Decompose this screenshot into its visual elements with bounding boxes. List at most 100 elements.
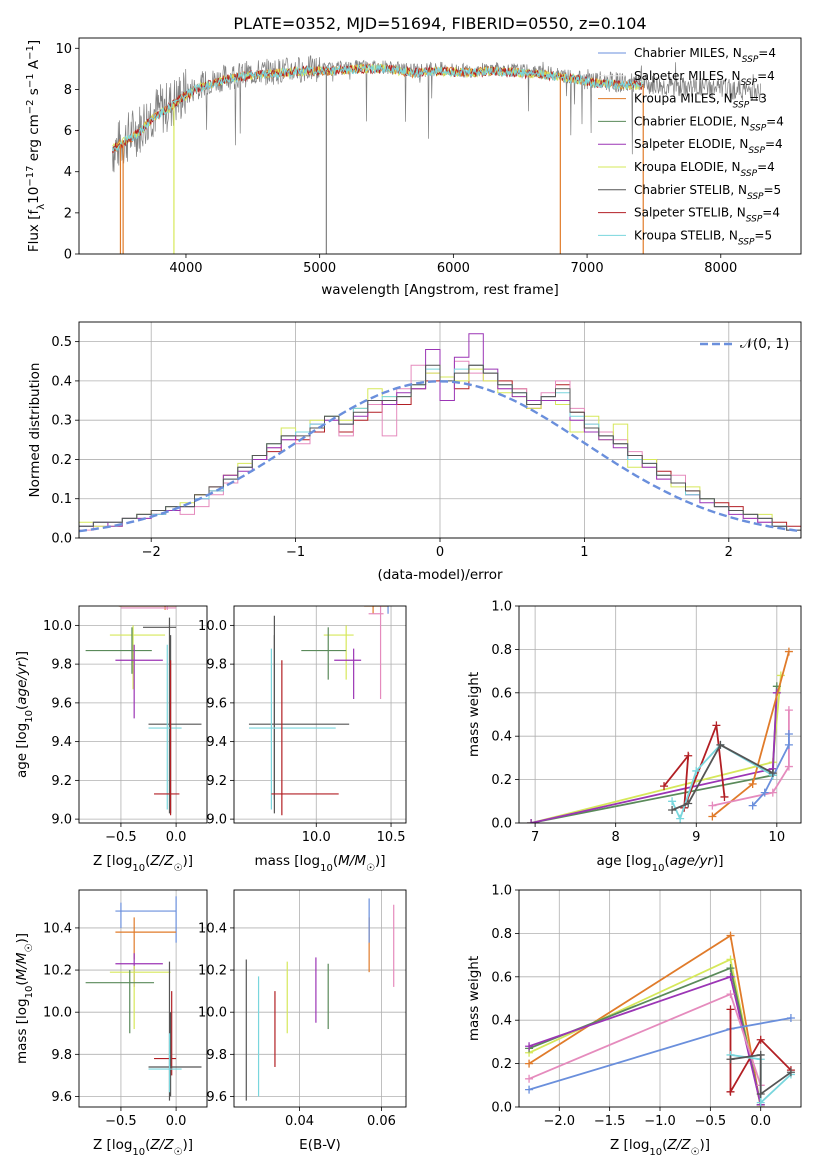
weight-marker [726, 1055, 735, 1064]
figure-title: PLATE=0352, MJD=51694, FIBERID=0550, z=0… [233, 14, 646, 33]
weight-marker [784, 762, 793, 771]
y-tick-label: 0.2 [51, 453, 72, 468]
model-spectrum [111, 63, 644, 152]
y-tick-label: 1.0 [491, 600, 512, 615]
spectrum-legend: Chabrier MILES, NSSP=4 Salpeter MILES, NS… [598, 46, 784, 247]
x-tick-label: 9 [692, 830, 700, 845]
x-tick-label: 0.06 [367, 1114, 396, 1129]
y-axis-label: mass weight [466, 956, 482, 1041]
weight-marker [692, 766, 701, 775]
x-axis-label: E(B-V) [299, 1137, 341, 1153]
weight-marker [726, 964, 735, 973]
panel-mass_vs_Z: −0.5 0.0 9.6 9.8 10.0 10.2 10.4 Z [log10(Z/Z☉)]… [14, 889, 208, 1158]
x-axis-label: Z [log10(Z/Z☉)] [93, 853, 193, 874]
x-axis-label: mass [log10(M/M☉)] [254, 853, 385, 874]
weight-marker [708, 812, 717, 821]
error-bars [85, 606, 202, 816]
y-tick-label: 2 [64, 206, 72, 221]
y-tick-label: 8 [64, 83, 72, 98]
panel-mass_vs_ebv: 0.04 0.06 9.6 9.8 10.0 10.2 10.4 E(B-V) [198, 889, 407, 1153]
x-axis-label: wavelength [Angstrom, rest frame] [321, 282, 559, 298]
error-bars [245, 898, 395, 1101]
y-tick-label: 9.2 [51, 774, 72, 789]
y-tick-label: 1.0 [491, 884, 512, 899]
legend-entry: Kroupa MILES, NSSP=3 [634, 92, 767, 111]
x-axis-label: Z [log10(Z/Z☉)] [93, 1137, 193, 1158]
y-tick-label: 9.6 [206, 696, 227, 711]
weight-marker [720, 792, 729, 801]
y-tick-label: 10.0 [198, 1006, 227, 1021]
x-tick-label: −2 [142, 545, 161, 560]
y-tick-label: 9.8 [206, 658, 227, 673]
x-axis-label: age [log10(age/yr)] [596, 853, 723, 874]
panel-age_vs_Z: −0.5 0.0 9.0 9.2 9.4 9.6 9.8 10.0 Z [log10(Z/Z☉)… [14, 605, 208, 874]
weight-marker [760, 788, 769, 797]
weight-marker [660, 782, 669, 791]
weight-series [729, 1009, 792, 1096]
y-tick-label: 9.6 [51, 1090, 72, 1105]
x-tick-label: 8 [612, 830, 620, 845]
x-tick-label: 5000 [303, 261, 336, 276]
legend-entry: Chabrier MILES, NSSP=4 [634, 46, 776, 65]
weight-marker [748, 801, 757, 810]
weight-marker [756, 1035, 765, 1044]
y-tick-label: 10.0 [43, 1006, 72, 1021]
weight-marker [676, 814, 685, 823]
weight-series [530, 692, 778, 823]
y-axis-label: mass [log10(M/M☉)] [14, 933, 35, 1064]
legend-entry: Kroupa ELODIE, NSSP=4 [634, 160, 775, 179]
panel-residuals: −2 −1 0 1 2 0.0 0.1 0.2 0.3 0.4 0.5 (data-model)/er… [27, 321, 802, 583]
y-axis-label: age [log10(age/yr)] [14, 651, 35, 778]
axes-frame [78, 605, 208, 824]
weight-marker [768, 769, 777, 778]
x-tick-label: −1.0 [644, 1114, 676, 1129]
y-tick-label: 10.2 [198, 964, 227, 979]
weight-marker [525, 1085, 534, 1094]
y-tick-label: 10.4 [43, 921, 72, 936]
x-tick-label: −1 [286, 545, 305, 560]
weight-marker [668, 797, 677, 806]
weight-series [752, 734, 790, 807]
weight-marker [726, 1087, 735, 1096]
weight-marker [756, 1098, 765, 1107]
x-axis-label: (data-model)/error [377, 567, 503, 583]
weight-marker [726, 955, 735, 964]
y-tick-label: 0.1 [51, 492, 72, 507]
weight-marker [786, 1014, 795, 1023]
weight-marker [525, 1074, 534, 1083]
weight-marker [684, 799, 693, 808]
x-tick-label: 0.04 [285, 1114, 314, 1129]
y-tick-label: 0.2 [491, 773, 512, 788]
legend-entry: 𝒩(0, 1) [740, 336, 789, 352]
y-axis-label: mass weight [466, 672, 482, 757]
y-tick-label: 10.0 [198, 619, 227, 634]
weight-marker [784, 706, 793, 715]
weight-marker [525, 1042, 534, 1051]
y-tick-label: 9.4 [206, 735, 227, 750]
y-tick-label: 0.8 [491, 927, 512, 942]
x-tick-label: 0 [436, 545, 444, 560]
weight-marker [726, 1005, 735, 1014]
weight-marker [784, 740, 793, 749]
weight-series [671, 743, 774, 811]
y-tick-label: 9.0 [206, 813, 227, 828]
y-tick-label: 9.0 [51, 813, 72, 828]
y-tick-label: 0.6 [491, 970, 512, 985]
weight-marker [756, 1050, 765, 1059]
weight-marker [726, 972, 735, 981]
weight-marker [716, 740, 725, 749]
weight-marker [684, 751, 693, 760]
weight-lines [525, 931, 795, 1107]
y-tick-label: 0.0 [491, 817, 512, 832]
axes-frame [78, 37, 802, 255]
y-axis-label: Flux [fλ10−17 erg cm−2 s−1 A−1] [25, 40, 47, 252]
weight-series [528, 992, 762, 1086]
y-tick-label: 9.6 [206, 1090, 227, 1105]
y-tick-label: 0.4 [491, 730, 512, 745]
x-tick-label: 1 [580, 545, 588, 560]
panel-weight_vs_age: 7 8 9 10 0.0 0.2 0.4 0.6 0.8 1.0 mass weight age [l… [466, 600, 802, 874]
y-tick-label: 0.3 [51, 414, 72, 429]
x-tick-label: 8000 [704, 261, 737, 276]
x-tick-label: 0.0 [166, 830, 187, 845]
legend-entry: Salpeter STELIB, NSSP=4 [634, 206, 780, 225]
